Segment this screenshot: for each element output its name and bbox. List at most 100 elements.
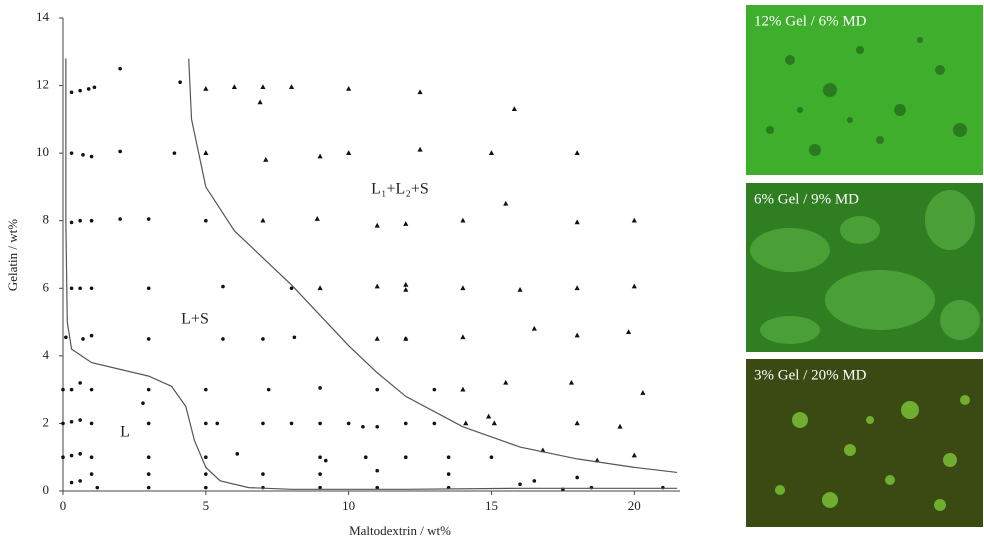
x-tick-label: 10 xyxy=(342,498,355,513)
dot-point xyxy=(118,217,122,221)
dot-point xyxy=(446,455,451,460)
droplets xyxy=(775,395,970,511)
dot-point xyxy=(69,151,74,155)
dot-point xyxy=(323,458,328,463)
triangle-point xyxy=(488,150,495,155)
dot-point xyxy=(118,66,122,71)
dot-point xyxy=(146,286,151,291)
dot-point xyxy=(204,472,208,476)
dot-point xyxy=(346,421,351,426)
dot-point xyxy=(89,472,94,476)
y-tick-label: 6 xyxy=(43,279,50,294)
triangle-point xyxy=(417,146,423,152)
dot-point xyxy=(204,218,208,223)
region-label: L xyxy=(120,424,130,441)
dot-point xyxy=(403,455,408,460)
phase-boundary xyxy=(65,58,678,490)
dot-point xyxy=(92,85,97,90)
dot-point xyxy=(89,421,94,426)
dot-point xyxy=(318,386,322,390)
region-label: L₁+L₂+S xyxy=(371,181,429,198)
micrograph-caption: 12% Gel / 6% MD xyxy=(754,13,867,29)
triangle-point xyxy=(491,420,497,426)
dot-point xyxy=(178,80,182,84)
triangle-point xyxy=(203,150,209,155)
dot-point xyxy=(78,452,82,456)
micrograph: 3% Gel / 20% MD xyxy=(746,359,983,527)
dot-point xyxy=(261,337,265,341)
dot-point xyxy=(89,387,94,392)
triangle-point xyxy=(574,285,580,291)
dot-point xyxy=(89,286,94,291)
triangle-point xyxy=(403,286,409,292)
y-tick-label: 10 xyxy=(36,144,49,159)
dot-point xyxy=(215,421,220,426)
dot-point xyxy=(375,387,380,392)
triangle-point xyxy=(231,84,237,90)
dot-point xyxy=(81,337,85,341)
y-tick-label: 0 xyxy=(43,482,50,497)
x-axis-label: Maltodextrin / wt% xyxy=(349,523,451,538)
dot-point xyxy=(204,421,208,426)
triangle-point xyxy=(460,334,466,340)
triangle-point xyxy=(260,217,266,223)
triangle-point xyxy=(631,452,637,458)
triangle-point xyxy=(574,332,580,338)
droplets xyxy=(766,37,967,156)
triangle-point xyxy=(314,216,320,221)
y-tick-label: 4 xyxy=(43,347,50,362)
triangle-point xyxy=(574,420,580,426)
y-tick-label: 2 xyxy=(43,414,50,429)
dot-point xyxy=(146,455,151,460)
dot-point xyxy=(81,153,85,157)
triangle-point xyxy=(511,106,517,112)
micrograph: 12% Gel / 6% MD xyxy=(746,5,983,175)
dot-point xyxy=(221,284,225,289)
triangle-point xyxy=(317,285,323,291)
dot-point xyxy=(64,335,68,340)
dot-point xyxy=(78,286,82,291)
triangle-point xyxy=(503,379,509,385)
triangle-point xyxy=(374,222,380,228)
triangle-point xyxy=(288,84,295,90)
dot-point xyxy=(118,149,122,154)
dot-point xyxy=(141,401,145,405)
triangle-point xyxy=(403,221,409,226)
dot-point xyxy=(375,485,380,490)
dot-point xyxy=(532,479,537,483)
triangle-point xyxy=(460,217,466,223)
triangle-point xyxy=(257,99,263,105)
triangle-point xyxy=(317,153,323,159)
dot-point xyxy=(146,485,151,490)
x-tick-label: 5 xyxy=(203,498,210,513)
triangle-point xyxy=(574,150,580,155)
dot-point xyxy=(89,218,94,223)
dot-point xyxy=(375,468,380,473)
dot-point xyxy=(318,455,322,460)
triangle-point xyxy=(260,84,266,90)
domains xyxy=(750,190,980,344)
dot-point xyxy=(69,419,74,424)
triangle-point xyxy=(346,150,352,155)
dot-point xyxy=(432,387,437,392)
dot-point xyxy=(146,472,151,476)
dot-point xyxy=(204,485,208,490)
triangle-point xyxy=(403,335,409,341)
micrograph-image xyxy=(746,359,983,527)
y-axis-label: Gelatin / wt% xyxy=(5,219,20,291)
dot-point xyxy=(78,218,82,223)
dot-point xyxy=(518,482,522,487)
y-tick-label: 12 xyxy=(36,77,49,92)
micrograph-caption: 6% Gel / 9% MD xyxy=(754,191,859,207)
triangle-point xyxy=(574,219,580,225)
dot-point xyxy=(69,453,74,458)
dot-point xyxy=(89,154,94,159)
dot-point xyxy=(361,425,365,429)
triangle-point xyxy=(460,285,466,291)
dot-point xyxy=(61,421,65,426)
dot-point xyxy=(89,455,94,460)
triangle-point xyxy=(631,217,637,223)
dot-point xyxy=(69,220,74,225)
triangle-point xyxy=(503,200,509,206)
